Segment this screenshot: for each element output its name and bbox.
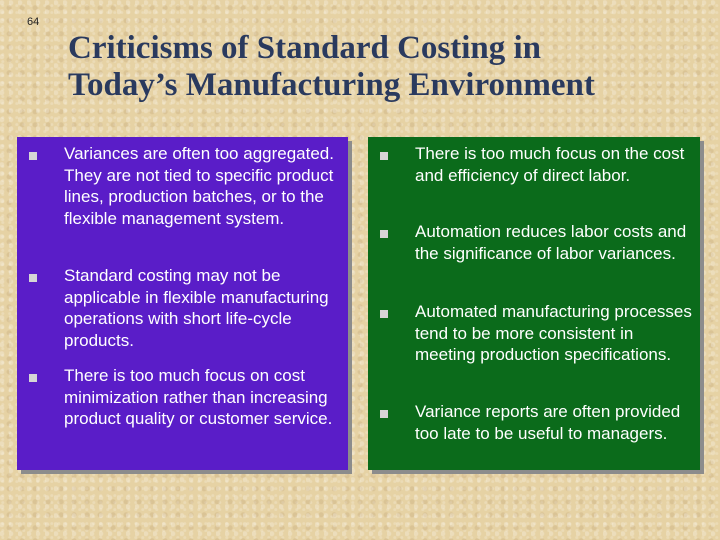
left-bullet-item: Standard costing may not be applicable i… — [29, 265, 342, 351]
bullet-square-icon — [380, 410, 388, 418]
slide-title-line-2: Today’s Manufacturing Environment — [68, 67, 595, 103]
bullet-text: Variance reports are often provided too … — [415, 402, 681, 443]
bullet-square-icon — [29, 274, 37, 282]
bullet-square-icon — [380, 310, 388, 318]
bullet-text: Standard costing may not be applicable i… — [64, 266, 329, 350]
bullet-text: Variances are often too aggregated. They… — [64, 144, 334, 228]
bullet-square-icon — [380, 152, 388, 160]
right-bullet-item: There is too much focus on the cost and … — [380, 143, 695, 186]
bullet-square-icon — [29, 152, 37, 160]
left-criticisms-panel: Variances are often too aggregated. They… — [17, 137, 348, 470]
bullet-text: There is too much focus on the cost and … — [415, 144, 685, 185]
left-bullet-item: Variances are often too aggregated. They… — [29, 143, 342, 229]
bullet-text: There is too much focus on cost minimiza… — [64, 366, 333, 428]
right-bullet-item: Variance reports are often provided too … — [380, 401, 695, 444]
right-criticisms-panel: There is too much focus on the cost and … — [368, 137, 700, 470]
bullet-text: Automation reduces labor costs and the s… — [415, 222, 687, 263]
slide-title: Criticisms of Standard Costing in Today’… — [68, 30, 708, 104]
left-bullet-item: There is too much focus on cost minimiza… — [29, 365, 342, 430]
right-bullet-item: Automated manufacturing processes tend t… — [380, 301, 695, 366]
slide-title-line-1: Criticisms of Standard Costing in — [68, 30, 542, 66]
bullet-text: Automated manufacturing processes tend t… — [415, 302, 692, 364]
bullet-square-icon — [29, 374, 37, 382]
bullet-square-icon — [380, 230, 388, 238]
right-bullet-item: Automation reduces labor costs and the s… — [380, 221, 695, 264]
slide-number: 64 — [27, 16, 40, 28]
